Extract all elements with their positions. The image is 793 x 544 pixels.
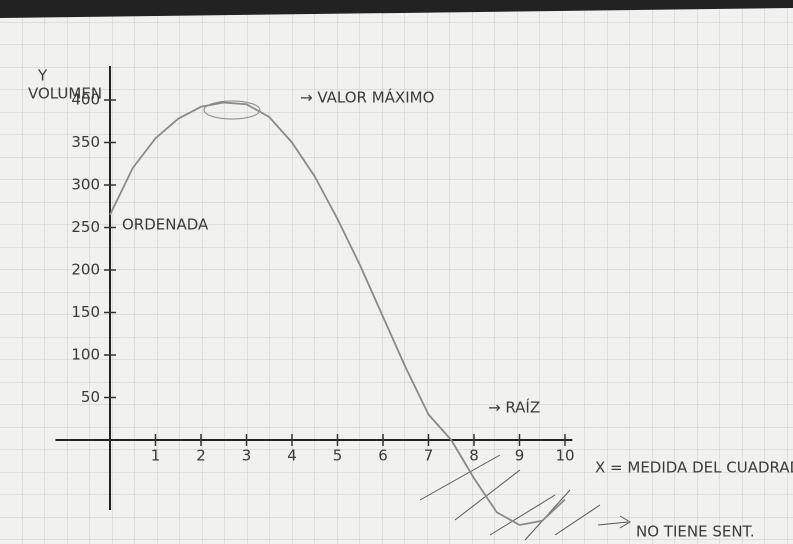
annotation: NO TIENE SENT.	[636, 523, 755, 541]
y-tick-label: 100	[71, 346, 100, 364]
y-tick-label: 50	[81, 388, 100, 406]
x-tick-label: 9	[515, 447, 525, 465]
x-tick-label: 8	[469, 447, 479, 465]
y-tick-label: 250	[71, 218, 100, 236]
x-tick-label: 6	[378, 447, 388, 465]
y-tick-label: 350	[71, 133, 100, 151]
y-axis-label: Y	[37, 67, 48, 85]
annotation: → RAÍZ	[488, 398, 540, 417]
y-axis-sublabel: VOLUMEN	[28, 85, 102, 103]
x-tick-label: 7	[424, 447, 434, 465]
x-tick-label: 2	[196, 447, 206, 465]
y-tick-label: 200	[71, 261, 100, 279]
chart: 1234567891050100150200250300350400YVOLUM…	[0, 0, 793, 544]
x-tick-label: 4	[287, 447, 297, 465]
x-tick-label: 1	[151, 447, 161, 465]
x-tick-label: 5	[333, 447, 343, 465]
x-tick-label: 10	[555, 447, 574, 465]
x-axis-label: X = MEDIDA DEL CUADRADO	[595, 459, 793, 477]
annotation: ORDENADA	[122, 216, 209, 234]
x-tick-label: 3	[242, 447, 252, 465]
page: 1234567891050100150200250300350400YVOLUM…	[0, 0, 793, 544]
annotation: → VALOR MÁXIMO	[300, 88, 434, 107]
y-tick-label: 300	[71, 176, 100, 194]
y-tick-label: 150	[71, 303, 100, 321]
